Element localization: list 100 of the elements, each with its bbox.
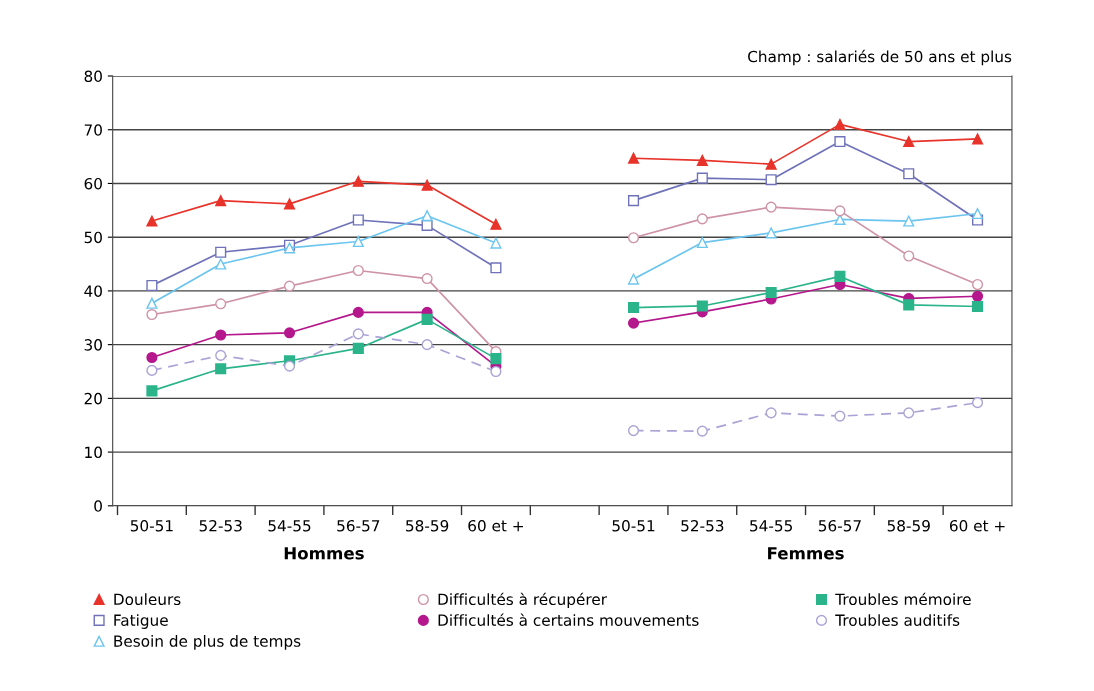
y-tick-label: 50 — [84, 231, 102, 244]
point — [283, 360, 296, 372]
point — [903, 135, 915, 148]
point — [696, 213, 708, 225]
point — [903, 407, 915, 419]
point — [146, 297, 158, 309]
legend-label: Fatigue — [114, 614, 168, 629]
text: Champ : salariés de 50 ans et plus — [748, 49, 1012, 66]
point — [627, 317, 640, 329]
x-tick-label: 50-51 — [130, 519, 173, 532]
legend-label: Difficultés à certains mouvements — [438, 613, 699, 626]
point — [283, 198, 296, 210]
point — [696, 300, 708, 312]
point — [146, 385, 158, 397]
point — [146, 279, 158, 292]
point — [352, 328, 364, 340]
point — [421, 272, 433, 285]
point — [903, 250, 915, 262]
point — [903, 215, 915, 227]
point — [834, 410, 846, 422]
text: Femmes — [768, 547, 844, 560]
point — [971, 133, 984, 145]
point — [146, 351, 158, 364]
point — [215, 195, 227, 207]
y-tick-label: 20 — [84, 392, 102, 405]
x-tick-label: 60 et + — [949, 519, 1005, 532]
point — [352, 175, 364, 187]
x-tick-label: 56-57 — [818, 519, 861, 532]
point — [421, 219, 433, 231]
point — [215, 246, 227, 258]
y-tick-label: 30 — [84, 339, 102, 351]
point — [903, 168, 915, 180]
x-tick-label: 58-59 — [406, 519, 449, 532]
point — [146, 308, 158, 321]
point — [283, 280, 296, 292]
point — [352, 214, 364, 226]
point — [765, 227, 777, 239]
point — [765, 158, 777, 170]
y-tick-label: 40 — [84, 285, 102, 297]
x-tick-label: 54-55 — [268, 520, 311, 532]
point — [146, 364, 158, 376]
point — [765, 201, 777, 213]
y-tick-label: 80 — [84, 70, 102, 83]
point — [421, 313, 433, 325]
point — [215, 298, 227, 310]
y-tick-label: 60 — [84, 177, 102, 190]
y-tick-label: 0 — [94, 500, 102, 512]
point — [696, 425, 708, 437]
point — [834, 270, 846, 282]
point — [490, 218, 502, 230]
point — [971, 300, 984, 313]
point — [283, 327, 296, 339]
point — [421, 210, 433, 222]
x-tick-label: 52-53 — [681, 519, 724, 532]
point — [765, 286, 777, 299]
point — [421, 339, 433, 351]
point — [490, 237, 502, 249]
x-tick-label: 50-51 — [612, 519, 655, 532]
y-tick-label: 70 — [84, 124, 102, 136]
x-tick-label: 60 et + — [468, 519, 523, 532]
point — [215, 329, 227, 341]
point — [352, 306, 364, 318]
legend-label: Troubles auditifs — [835, 614, 960, 626]
x-tick-label: 56-57 — [337, 519, 380, 532]
point — [490, 262, 502, 274]
point — [834, 205, 846, 217]
point — [352, 235, 364, 248]
legend-label: Besoin de plus de temps — [114, 635, 301, 650]
legend-label: Difficultés à récupérer — [438, 592, 607, 609]
text: Hommes — [284, 547, 364, 560]
point — [696, 172, 708, 184]
point — [490, 353, 502, 365]
point — [627, 302, 640, 314]
point — [490, 365, 502, 378]
point — [627, 152, 640, 164]
point — [215, 349, 227, 361]
point — [627, 195, 640, 207]
y-tick-label: 10 — [85, 446, 102, 459]
point — [627, 273, 640, 285]
point — [971, 278, 984, 291]
point — [352, 264, 364, 277]
point — [971, 290, 984, 302]
point — [421, 179, 433, 191]
point — [627, 425, 640, 437]
point — [627, 232, 640, 244]
x-tick-label: 54-55 — [750, 520, 792, 532]
x-tick-label: 52-53 — [199, 519, 242, 532]
legend-label: Douleurs — [114, 593, 181, 606]
point — [834, 135, 846, 148]
point — [215, 363, 227, 375]
point — [696, 154, 708, 166]
point — [696, 237, 708, 249]
point — [971, 207, 984, 220]
point — [765, 407, 777, 419]
x-tick-label: 58-59 — [887, 519, 930, 532]
point — [834, 118, 846, 130]
point — [352, 342, 364, 354]
point — [146, 215, 158, 227]
legend-label: Troubles mémoire — [835, 592, 971, 606]
point — [971, 397, 984, 409]
